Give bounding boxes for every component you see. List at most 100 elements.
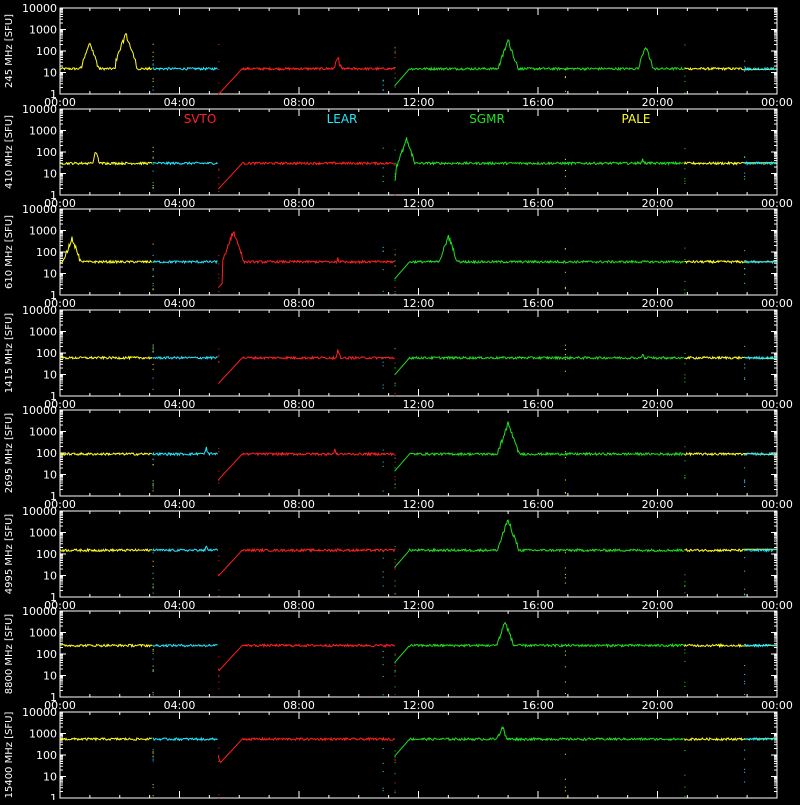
dropout-point xyxy=(152,648,154,650)
dropout-point xyxy=(152,650,154,652)
dropout-point xyxy=(152,157,154,159)
dropout-point xyxy=(218,479,220,481)
dropout-point xyxy=(744,485,746,487)
dropout-point xyxy=(152,377,154,379)
panel-6: 1 10 100 1000 10000 00:00 04:00 08:00 12:00 16:00… xyxy=(4,605,793,712)
dropout-point xyxy=(382,361,384,363)
dropout-point xyxy=(152,282,154,284)
dropout-point xyxy=(382,449,384,451)
dropout-point xyxy=(218,354,220,356)
x-tick-label: 00:00 xyxy=(44,498,76,511)
panel-frame xyxy=(59,711,778,799)
dropout-point xyxy=(382,490,384,492)
x-tick-label: 04:00 xyxy=(164,699,196,712)
legend-lear: LEAR xyxy=(327,112,358,126)
dropout-point xyxy=(152,254,154,256)
series-pale xyxy=(684,355,778,361)
dropout-point xyxy=(218,760,220,762)
dropout-point xyxy=(152,182,154,184)
dropout-point xyxy=(394,348,396,350)
dropout-point xyxy=(152,187,154,189)
dropout-point xyxy=(382,89,384,91)
series-lear xyxy=(152,66,218,71)
x-tick-label: 04:00 xyxy=(164,197,196,210)
dropout-point xyxy=(152,458,154,460)
dropout-point xyxy=(744,363,746,365)
dropout-point xyxy=(394,662,396,664)
dropout-point xyxy=(152,388,154,390)
x-tick-label: 16:00 xyxy=(522,599,554,612)
dropout-point xyxy=(564,567,566,569)
dropout-point xyxy=(744,588,746,590)
dropout-point xyxy=(744,345,746,347)
y-tick-label: 10 xyxy=(43,268,57,281)
dropout-point xyxy=(394,56,396,58)
series-pale xyxy=(59,547,153,553)
dropout-point xyxy=(152,288,154,290)
dropout-point xyxy=(152,156,154,158)
dropout-point xyxy=(152,56,154,58)
x-tick-label: 00:00 xyxy=(761,599,793,612)
dropout-point xyxy=(382,787,384,789)
y-axis-label: 410 MHz [SFU] xyxy=(4,115,15,189)
legend-sgmr: SGMR xyxy=(469,112,505,126)
series-lear xyxy=(152,259,218,265)
dropout-point xyxy=(152,572,154,574)
y-tick-label: 100 xyxy=(36,246,57,259)
panel-frame xyxy=(59,208,778,296)
dropout-point xyxy=(684,292,686,294)
y-tick-label: 10000 xyxy=(22,2,57,15)
dropout-point xyxy=(152,351,154,353)
x-tick-label: 00:00 xyxy=(761,498,793,511)
x-tick-label: 08:00 xyxy=(283,96,315,109)
dropout-point xyxy=(394,173,396,175)
dropout-point xyxy=(564,654,566,656)
dropout-point xyxy=(218,656,220,658)
dropout-point xyxy=(564,650,566,652)
dropout-point xyxy=(394,46,396,48)
y-tick-label: 10000 xyxy=(22,706,57,719)
dropout-point xyxy=(218,361,220,363)
dropout-point xyxy=(394,385,396,387)
dropout-point xyxy=(218,361,220,363)
dropout-point xyxy=(394,593,396,595)
series-svto xyxy=(218,57,396,95)
dropout-point xyxy=(744,480,746,482)
dropout-point xyxy=(744,557,746,559)
dropout-point xyxy=(684,460,686,462)
dropout-point xyxy=(218,82,220,84)
dropout-point xyxy=(218,43,220,45)
dropout-point xyxy=(394,568,396,570)
dropout-point xyxy=(152,351,154,353)
dropout-point xyxy=(394,253,396,255)
dropout-point xyxy=(394,77,396,79)
dropout-point xyxy=(564,370,566,372)
dropout-point xyxy=(394,265,396,267)
x-tick-label: 16:00 xyxy=(522,297,554,310)
dropout-point xyxy=(394,47,396,49)
dropout-point xyxy=(218,573,220,575)
series-sgmr xyxy=(394,354,684,376)
series-lear xyxy=(743,355,777,361)
dropout-point xyxy=(218,356,220,358)
dropout-point xyxy=(744,781,746,783)
dropout-point xyxy=(684,289,686,291)
dropout-point xyxy=(394,562,396,564)
series-svto xyxy=(217,547,396,577)
dropout-point xyxy=(564,90,566,92)
dropout-point xyxy=(152,275,154,277)
dropout-point xyxy=(394,149,396,151)
dropout-point xyxy=(744,267,746,269)
dropout-point xyxy=(684,592,686,594)
x-tick-label: 20:00 xyxy=(642,699,674,712)
dropout-point xyxy=(218,681,220,683)
dropout-point xyxy=(744,367,746,369)
x-tick-label: 08:00 xyxy=(283,699,315,712)
dropout-point xyxy=(684,586,686,588)
y-tick-label: 1000 xyxy=(29,426,57,439)
dropout-point xyxy=(744,680,746,682)
series-pale xyxy=(59,451,152,457)
dropout-point xyxy=(152,185,154,187)
x-tick-label: 20:00 xyxy=(642,297,674,310)
x-tick-label: 20:00 xyxy=(642,96,674,109)
